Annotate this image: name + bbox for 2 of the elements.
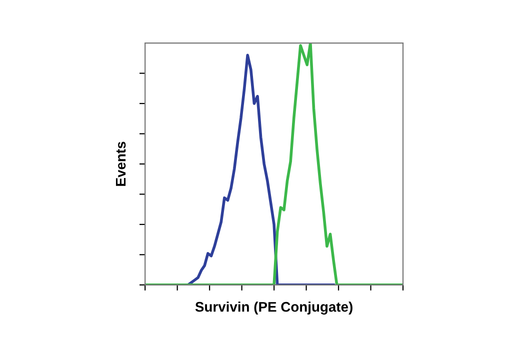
y-axis-title: Events bbox=[116, 142, 126, 186]
x-axis-title: Survivin (PE Conjugate) bbox=[195, 302, 352, 315]
